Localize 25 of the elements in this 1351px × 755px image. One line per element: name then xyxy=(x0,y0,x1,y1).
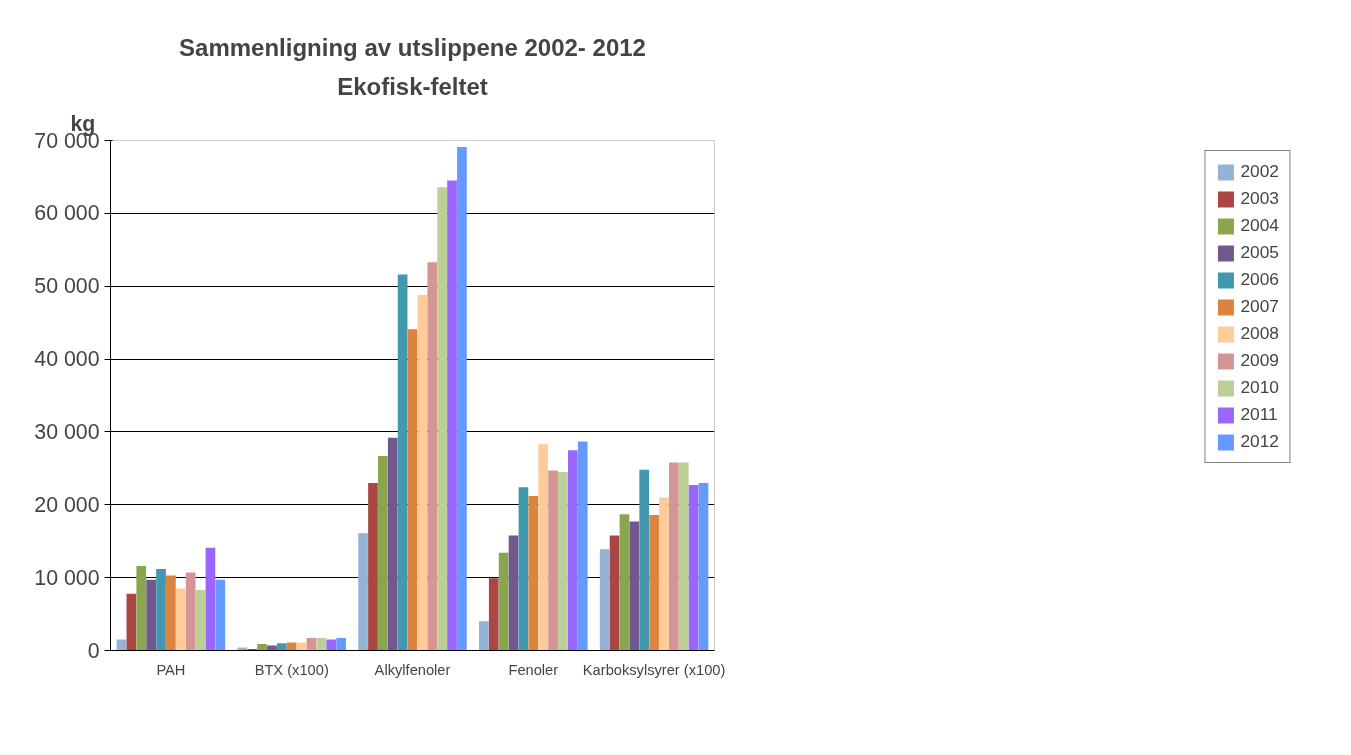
legend-label: 2007 xyxy=(1240,296,1279,317)
y-tick-label: 20 000 xyxy=(34,492,100,517)
y-tick-label: 40 000 xyxy=(34,347,100,372)
x-tick-label: Fenoler xyxy=(508,661,559,678)
y-tick-label: 60 000 xyxy=(34,201,100,226)
chart-title: Sammenligning av utslippene 2002- 2012 xyxy=(179,33,646,61)
y-tick-label: 50 000 xyxy=(34,274,100,299)
x-tick-label: BTX (x100) xyxy=(254,661,329,678)
legend-label: 2008 xyxy=(1240,323,1279,344)
legend-label: 2003 xyxy=(1240,188,1279,209)
legend-label: 2012 xyxy=(1240,431,1279,452)
legend-label: 2011 xyxy=(1240,404,1278,425)
legend-label: 2009 xyxy=(1240,350,1279,371)
legend-label: 2010 xyxy=(1240,377,1279,398)
x-tick-label: PAH xyxy=(156,661,186,678)
legend-label: 2005 xyxy=(1240,242,1279,263)
legend-label: 2004 xyxy=(1240,215,1279,236)
legend-label: 2006 xyxy=(1240,269,1279,290)
chart-subtitle: Ekofisk-feltet xyxy=(337,72,488,100)
legend-label: 2002 xyxy=(1240,161,1279,182)
x-tick-label: Karboksylsyrer (x100) xyxy=(582,661,726,678)
x-tick-label: Alkylfenoler xyxy=(374,661,451,678)
y-tick-label: 0 xyxy=(87,638,100,663)
y-tick-label: 30 000 xyxy=(34,419,100,444)
y-tick-label: 10 000 xyxy=(34,565,100,590)
